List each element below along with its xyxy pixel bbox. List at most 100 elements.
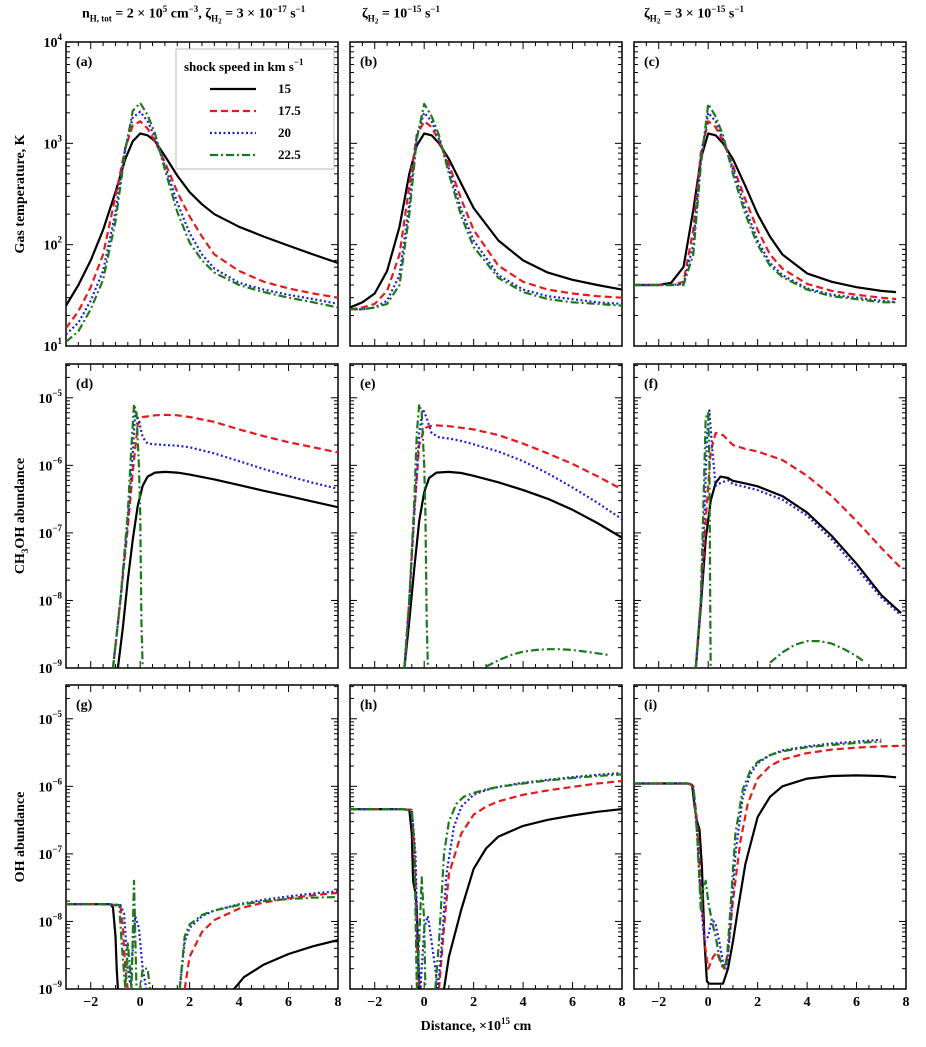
panel-frame: [65, 684, 339, 990]
y-tick-label: 10−8: [38, 911, 62, 930]
x-tick-label: 0: [421, 995, 428, 1010]
x-tick-label: 6: [853, 995, 860, 1010]
x-tick-label: 0: [137, 995, 144, 1010]
legend-box: [175, 48, 335, 170]
y-tick-label: 103: [44, 133, 63, 152]
panel-frame: [349, 363, 623, 669]
x-tick-label: −2: [367, 995, 382, 1010]
legend-title: shock speed in km s−1: [184, 57, 304, 74]
panel-d: 10−9 10−8 10−7 10−6 10−5 (d): [38, 363, 339, 677]
series-line-22-5: [769, 639, 865, 664]
x-tick-label: 8: [903, 995, 910, 1010]
series-line-20: [436, 771, 622, 989]
x-tick-label: 8: [335, 995, 342, 1010]
series-line-15: [350, 807, 422, 989]
panel-label: (i): [644, 698, 658, 713]
series-group: [350, 102, 622, 311]
x-tick-label: 4: [520, 995, 527, 1010]
panel-e: (e): [349, 363, 623, 669]
y-tick-label: 10−9: [38, 658, 62, 677]
series-line-17-5: [183, 891, 338, 989]
panel-a: 101 102 103 104 (a): [44, 32, 339, 355]
panel-b: (b): [349, 41, 623, 347]
series-line-22-5: [485, 648, 610, 668]
series-line-17-5: [634, 120, 897, 301]
x-axis-label: Distance, ×1015 cm: [421, 1016, 532, 1034]
series-line-15: [350, 132, 622, 309]
y-tick-label: 101: [44, 336, 63, 355]
series-line-20: [66, 903, 148, 989]
panel-c: (c): [633, 41, 907, 347]
series-group: [66, 101, 338, 343]
panel-h: −2 0 2 4 6 8 (h): [349, 684, 626, 1010]
panel-frame: [349, 684, 623, 990]
panel-label: (e): [360, 377, 376, 392]
x-tick-label: 2: [186, 995, 193, 1010]
series-group: [403, 403, 622, 668]
series-line-22-5: [350, 102, 622, 311]
series-line-22-5: [111, 403, 144, 668]
series-line-17-5: [403, 424, 622, 668]
y-tick-label: 10−6: [38, 455, 62, 474]
x-tick-label: −2: [651, 995, 666, 1010]
panel-frame: [633, 684, 907, 990]
series-line-17-5: [66, 120, 338, 329]
x-tick-label: 2: [754, 995, 761, 1010]
series-line-22-5: [634, 102, 897, 304]
series-line-15: [403, 470, 622, 668]
column-title-1: nH, tot = 2 × 105 cm−3, ζH2 = 3 × 10−17 …: [82, 4, 306, 26]
series-line-22-5: [434, 773, 622, 989]
y-tick-label: 104: [44, 32, 63, 51]
x-tick-label: 6: [569, 995, 576, 1010]
series-group: [634, 102, 897, 304]
series-line-22-5: [66, 101, 338, 343]
series-line-20: [350, 111, 622, 311]
panel-frame: [65, 363, 339, 669]
series-line-15: [116, 470, 338, 668]
series-line-22-5: [178, 895, 338, 989]
x-tick-label: 6: [285, 995, 292, 1010]
series-line-20: [634, 738, 882, 970]
panel-label: (f): [644, 377, 658, 392]
y-tick-label: 102: [44, 235, 63, 254]
x-tick-label: −2: [83, 995, 98, 1010]
legend-entry-label: 15: [278, 81, 292, 96]
series-line-15: [634, 132, 897, 294]
series-line-22-5: [403, 403, 429, 668]
series-line-17-5: [634, 744, 906, 970]
series-line-15: [694, 475, 902, 668]
series-group: [111, 403, 338, 668]
series-line-17-5: [350, 120, 622, 311]
series-group: [66, 879, 338, 989]
y-tick-label: 10−5: [38, 388, 62, 407]
series-line-15: [233, 939, 338, 989]
column-title-3: ζH2 = 3 × 10−15 s−1: [644, 4, 745, 26]
series-line-22-5: [694, 411, 712, 668]
y-tick-label: 10−7: [38, 844, 62, 863]
series-line-20: [111, 409, 338, 668]
panel-label: (h): [360, 698, 377, 713]
series-line-20: [634, 111, 897, 304]
panel-label: (d): [76, 377, 93, 392]
series-group: [694, 409, 902, 668]
legend: shock speed in km s−1 15 17.5 20 22.5: [175, 48, 335, 170]
series-line-15: [634, 774, 897, 985]
panel-frame: [633, 41, 907, 347]
panel-label: (a): [76, 55, 93, 70]
x-tick-label: 8: [619, 995, 626, 1010]
series-line-15: [442, 808, 622, 989]
x-tick-label: 0: [705, 995, 712, 1010]
panel-label: (b): [360, 55, 377, 70]
panel-i: −2 0 2 4 6 8 (i): [633, 684, 910, 1010]
series-group: [634, 738, 906, 985]
column-title-2: ζH2 = 10−15 s−1: [362, 4, 441, 26]
x-tick-label: 2: [470, 995, 477, 1010]
series-line-20: [178, 890, 338, 989]
series-line-15: [66, 903, 119, 989]
panel-label: (c): [644, 55, 660, 70]
legend-entry-label: 20: [278, 125, 291, 140]
y-axis-label: Gas temperature, K: [13, 134, 28, 253]
legend-entry-label: 17.5: [278, 103, 301, 118]
series-group: [350, 771, 622, 989]
